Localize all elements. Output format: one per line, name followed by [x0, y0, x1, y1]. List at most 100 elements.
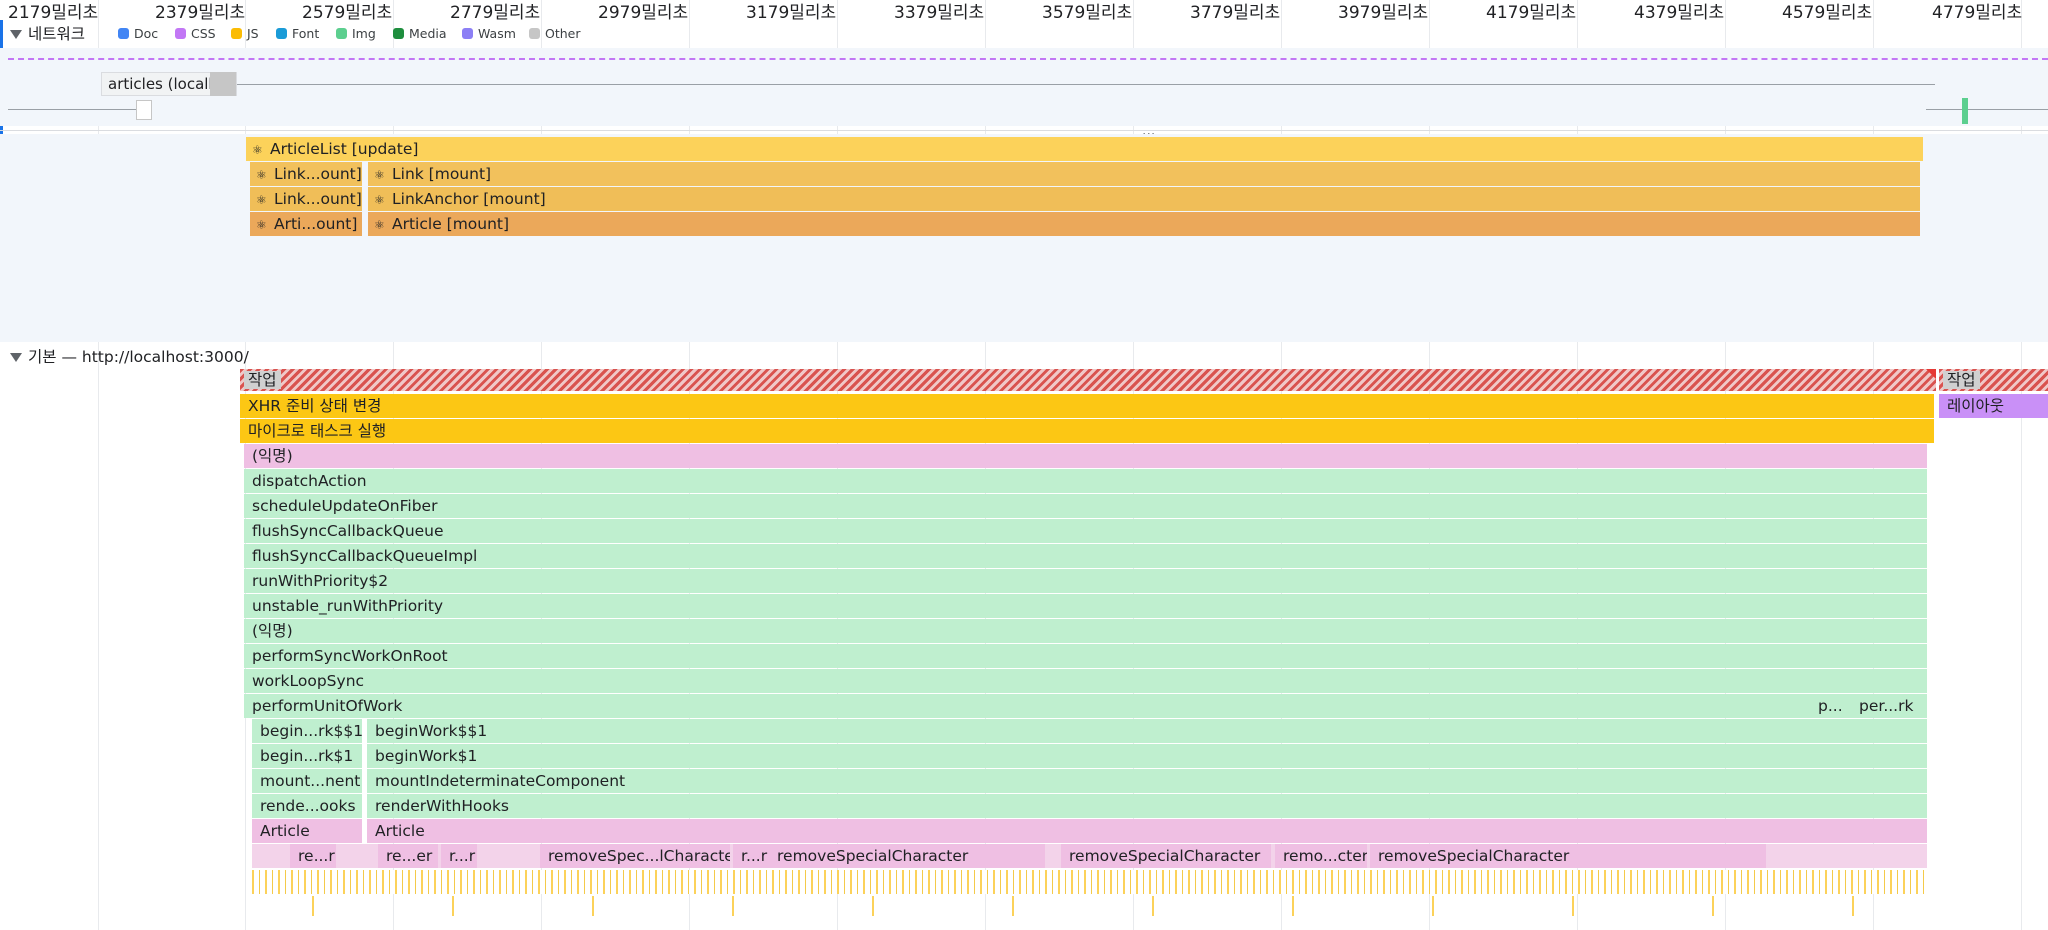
xhr-readystatechange[interactable]: XHR 준비 상태 변경: [240, 394, 1934, 418]
fn-label: p...: [1818, 697, 1843, 715]
fn-removespecialcharacter[interactable]: re...er: [378, 844, 438, 868]
fn-removespecialcharacter[interactable]: remo...cter: [1275, 844, 1367, 868]
fn-renderwithhooks[interactable]: renderWithHooks: [367, 794, 1927, 818]
fn-article[interactable]: Article: [367, 819, 1927, 843]
time-tick: 2179밀리초: [8, 3, 99, 23]
main-title: 기본 — http://localhost:3000/: [28, 348, 249, 366]
fn-unstable-runwithpriority[interactable]: unstable_runWithPriority: [244, 594, 1927, 618]
legend-font: Font: [276, 26, 319, 41]
fn-removespecialcharacter[interactable]: removeSpecialCharacter: [1370, 844, 1766, 868]
request-whisker: [235, 84, 1935, 85]
fn-beginwork1[interactable]: beginWork$1: [367, 744, 1927, 768]
event-label: 레이아웃: [1947, 397, 2005, 415]
fn-article-small[interactable]: Article: [252, 819, 362, 843]
fn-label: (익명): [252, 622, 293, 640]
timing-article-mount-small[interactable]: ⚛ Arti...ount]: [250, 212, 362, 236]
time-tick: 4179밀리초: [1486, 3, 1577, 23]
layout-event[interactable]: 레이아웃: [1939, 394, 2048, 418]
fn-removespecialcharacter[interactable]: removeSpecialCharacter: [769, 844, 1045, 868]
legend-doc: Doc: [118, 26, 158, 41]
react-gear-icon: ⚛: [374, 193, 385, 207]
network-track-header[interactable]: 네트워크: [10, 22, 85, 44]
fn-workloopsync[interactable]: workLoopSync: [244, 669, 1927, 693]
fn-dispatchaction[interactable]: dispatchAction: [244, 469, 1927, 493]
task-label: 작업: [1943, 371, 1980, 389]
img-request[interactable]: [1962, 98, 1968, 124]
task-label: 작업: [244, 371, 281, 389]
time-tick: 3579밀리초: [1042, 3, 1133, 23]
fn-removespecialcharacter[interactable]: r...r: [733, 844, 769, 868]
react-gear-icon: ⚛: [256, 218, 267, 232]
fn-label: begin...rk$$1: [260, 722, 362, 740]
fn-removespecialcharacter[interactable]: removeSpec...lCharacter: [540, 844, 730, 868]
small-request[interactable]: [136, 100, 152, 120]
fn-flushsynccallbackqueue[interactable]: flushSyncCallbackQueue: [244, 519, 1927, 543]
time-tick: 2579밀리초: [302, 3, 393, 23]
request-whisker-3: [1926, 109, 2048, 110]
fn-label: begin...rk$1: [260, 747, 354, 765]
fn-renderwithhooks-small[interactable]: rende...ooks: [252, 794, 362, 818]
fn-label: removeSpec...lCharacter: [548, 847, 730, 865]
fn-mountindeterminate-small[interactable]: mount...nent: [252, 769, 362, 793]
fn-performunitofwork-small[interactable]: p...: [1810, 694, 1846, 718]
fn-label: flushSyncCallbackQueueImpl: [252, 547, 478, 565]
react-gear-icon: ⚛: [374, 168, 385, 182]
react-gear-icon: ⚛: [256, 168, 267, 182]
fn-label: removeSpecialCharacter: [1378, 847, 1570, 865]
request-wait-bar: [210, 72, 236, 96]
anonymous-fn-1[interactable]: (익명): [244, 444, 1927, 468]
fn-label: r...r: [449, 847, 476, 865]
main-track-header[interactable]: 기본 — http://localhost:3000/: [10, 345, 249, 367]
tiny-calls-row-2: [252, 896, 1927, 916]
fn-mountindeterminatecomponent[interactable]: mountIndeterminateComponent: [367, 769, 1927, 793]
fn-beginwork1-small[interactable]: begin...rk$1: [252, 744, 362, 768]
legend-wasm: Wasm: [462, 26, 516, 41]
fn-removespecialcharacter[interactable]: removeSpecialCharacter: [1061, 844, 1271, 868]
timing-label: Link [mount]: [392, 165, 492, 183]
timing-articlelist-update[interactable]: ⚛ ArticleList [update]: [246, 137, 1923, 161]
fn-beginwork-small[interactable]: begin...rk$$1: [252, 719, 362, 743]
fn-label: removeSpecialCharacter: [777, 847, 969, 865]
timing-linkanchor-mount-small[interactable]: ⚛ Link...ount]: [250, 187, 362, 211]
fn-scheduleupdateonfiber[interactable]: scheduleUpdateOnFiber: [244, 494, 1927, 518]
anonymous-fn-2[interactable]: (익명): [244, 619, 1927, 643]
timing-label: Link...ount]: [274, 190, 362, 208]
fn-performsyncworkonroot[interactable]: performSyncWorkOnRoot: [244, 644, 1927, 668]
fn-performunitofwork[interactable]: performUnitOfWork: [244, 694, 1927, 718]
collapse-triangle-icon[interactable]: [10, 353, 22, 362]
time-tick: 4579밀리초: [1782, 3, 1873, 23]
time-tick: 4779밀리초: [1932, 3, 2023, 23]
timing-article-mount[interactable]: ⚛ Article [mount]: [368, 212, 1920, 236]
run-microtasks[interactable]: 마이크로 태스크 실행: [240, 419, 1934, 443]
fn-label: Article: [260, 822, 310, 840]
fn-label: unstable_runWithPriority: [252, 597, 444, 615]
task-2[interactable]: 작업: [1939, 369, 2048, 391]
timing-link-mount-small[interactable]: ⚛ Link...ount]: [250, 162, 362, 186]
time-tick: 3979밀리초: [1338, 3, 1429, 23]
timing-link-mount[interactable]: ⚛ Link [mount]: [368, 162, 1920, 186]
fn-label: re...r: [298, 847, 335, 865]
fn-label: performUnitOfWork: [252, 697, 403, 715]
request-whisker-2: [8, 109, 138, 110]
time-tick: 2779밀리초: [450, 3, 541, 23]
timing-label: Arti...ount]: [274, 215, 358, 233]
fn-removespecialcharacter[interactable]: r...r: [441, 844, 477, 868]
request-label: articles (localh...: [108, 75, 233, 93]
react-gear-icon: ⚛: [374, 218, 385, 232]
fn-label: r...r: [741, 847, 768, 865]
fn-removespecialcharacter[interactable]: re...r: [290, 844, 336, 868]
fn-flushsynccallbackqueueimpl[interactable]: flushSyncCallbackQueueImpl: [244, 544, 1927, 568]
timing-label: Article [mount]: [392, 215, 510, 233]
timing-label: LinkAnchor [mount]: [392, 190, 546, 208]
fn-performunitofwork-small-2[interactable]: per...rk: [1851, 694, 1919, 718]
timing-linkanchor-mount[interactable]: ⚛ LinkAnchor [mount]: [368, 187, 1920, 211]
fn-beginwork[interactable]: beginWork$$1: [367, 719, 1927, 743]
fn-runwithpriority[interactable]: runWithPriority$2: [244, 569, 1927, 593]
fn-label: re...er: [386, 847, 433, 865]
task-long[interactable]: 작업: [240, 369, 1936, 391]
event-label: 마이크로 태스크 실행: [248, 422, 387, 440]
fn-label: mountIndeterminateComponent: [375, 772, 626, 790]
collapse-triangle-icon[interactable]: [10, 30, 22, 39]
time-tick: 3779밀리초: [1190, 3, 1281, 23]
time-tick: 2979밀리초: [598, 3, 689, 23]
